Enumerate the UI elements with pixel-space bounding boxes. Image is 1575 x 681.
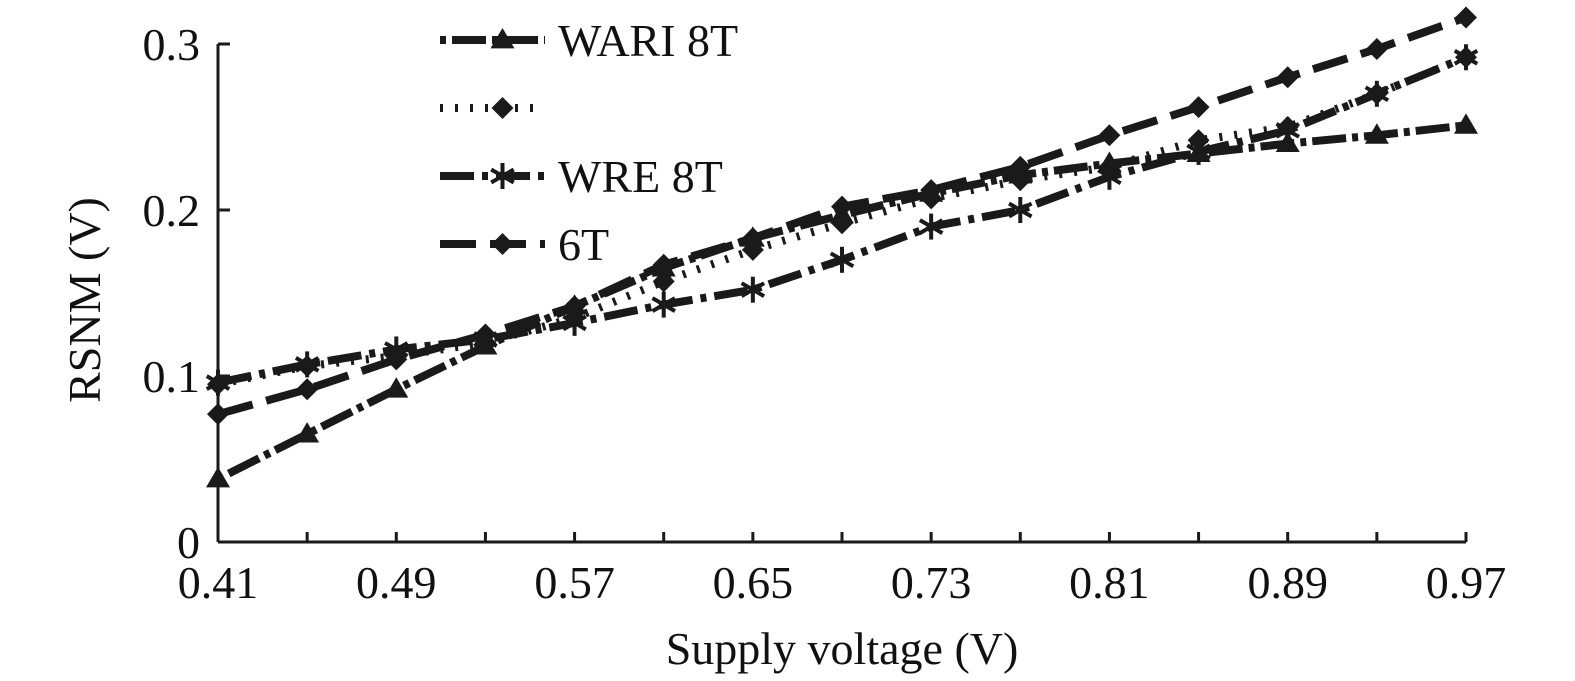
legend-marker [491,97,514,119]
legend-item-4: 6T [440,219,609,270]
legend-label: WARI 8T [558,15,738,66]
y-axis-title: RSNM (V) [59,197,110,403]
data-point [563,295,586,318]
x-tick-label: 0.49 [356,557,437,608]
data-point [920,179,943,202]
legend: WARI 8T WRE 8T 6T [440,15,738,270]
data-point [1455,6,1477,29]
data-point [652,253,675,276]
data-point [829,246,855,273]
data-point [296,378,319,401]
y-tick-label: 0 [177,517,200,568]
x-tick-label: 0.97 [1426,557,1507,608]
data-point [831,212,853,235]
legend-item-1: WARI 8T [440,15,738,66]
y-tick-label: 0.2 [143,185,201,236]
legend-marker [490,163,515,189]
legend-item-3: WRE 8T [440,151,723,202]
x-tick-label: 0.57 [534,557,615,608]
legend-item-2 [440,97,545,119]
data-point [741,227,764,250]
legend-label: 6T [558,219,609,270]
data-point [1187,96,1210,119]
data-point [651,291,676,318]
legend-marker [491,233,514,255]
data-point [1275,117,1300,144]
data-point [474,323,497,346]
data-point [1098,124,1121,147]
series-4 [207,6,1477,426]
data-point [1364,123,1389,144]
series-line [216,121,1467,483]
data-point [831,195,853,218]
data-point [652,270,675,293]
data-point [1454,113,1478,134]
data-point [1186,138,1211,165]
x-tick-label: 0.41 [178,557,259,608]
series-layer [205,6,1479,488]
axis-ticks: 0.41 0.49 0.57 0.65 0.73 0.81 0.89 0.97 0 0.1 0.2 0… [143,19,1507,608]
data-point [1276,66,1299,89]
x-axis-title: Supply voltage (V) [666,623,1019,674]
data-point [1365,37,1388,60]
legend-marker [490,28,515,49]
data-point [740,276,766,303]
x-tick-label: 0.65 [713,557,794,608]
data-point [295,422,320,443]
series-1 [206,113,1478,488]
data-point [1364,80,1390,107]
x-tick-label: 0.89 [1247,557,1328,608]
data-point [918,213,944,240]
data-point [1009,169,1032,192]
data-point [1008,197,1033,223]
data-point [385,348,408,371]
data-point [1453,44,1479,71]
data-point [741,238,764,261]
data-point [1097,163,1122,190]
plot-area: 0.41 0.49 0.57 0.65 0.73 0.81 0.89 0.97 0 0.1 0.2 0… [143,6,1507,608]
data-point [206,466,230,488]
data-point [205,369,231,396]
data-point [207,403,229,426]
y-tick-label: 0.1 [143,351,201,402]
x-tick-label: 0.81 [1069,557,1150,608]
legend-label: WRE 8T [558,151,723,202]
data-point [294,351,320,378]
y-tick-label: 0.3 [143,19,201,70]
x-tick-label: 0.73 [891,557,972,608]
data-point [1009,155,1032,178]
data-point [384,377,409,398]
